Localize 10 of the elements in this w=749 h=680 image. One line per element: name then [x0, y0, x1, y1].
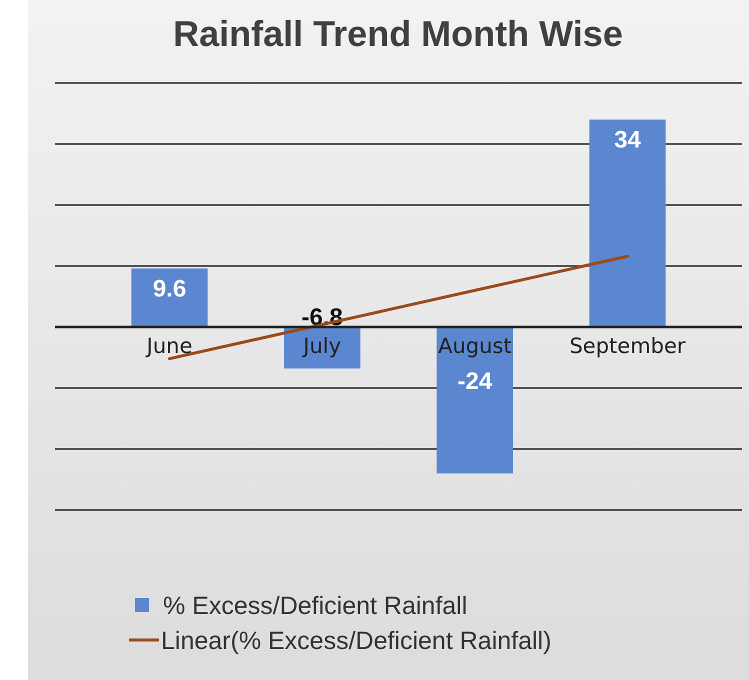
data-label: 34 [614, 126, 642, 154]
x-tick-label: September [569, 334, 686, 358]
chart-title: Rainfall Trend Month Wise [173, 13, 623, 54]
data-label: -24 [457, 368, 493, 395]
legend-label: Linear(% Excess/Deficient Rainfall) [161, 627, 552, 655]
x-tick-label: June [144, 334, 192, 358]
x-tick-label: July [301, 334, 342, 358]
x-tick-label: August [438, 334, 512, 358]
legend-label: % Excess/Deficient Rainfall [163, 592, 468, 620]
data-label: 9.6 [152, 275, 186, 302]
